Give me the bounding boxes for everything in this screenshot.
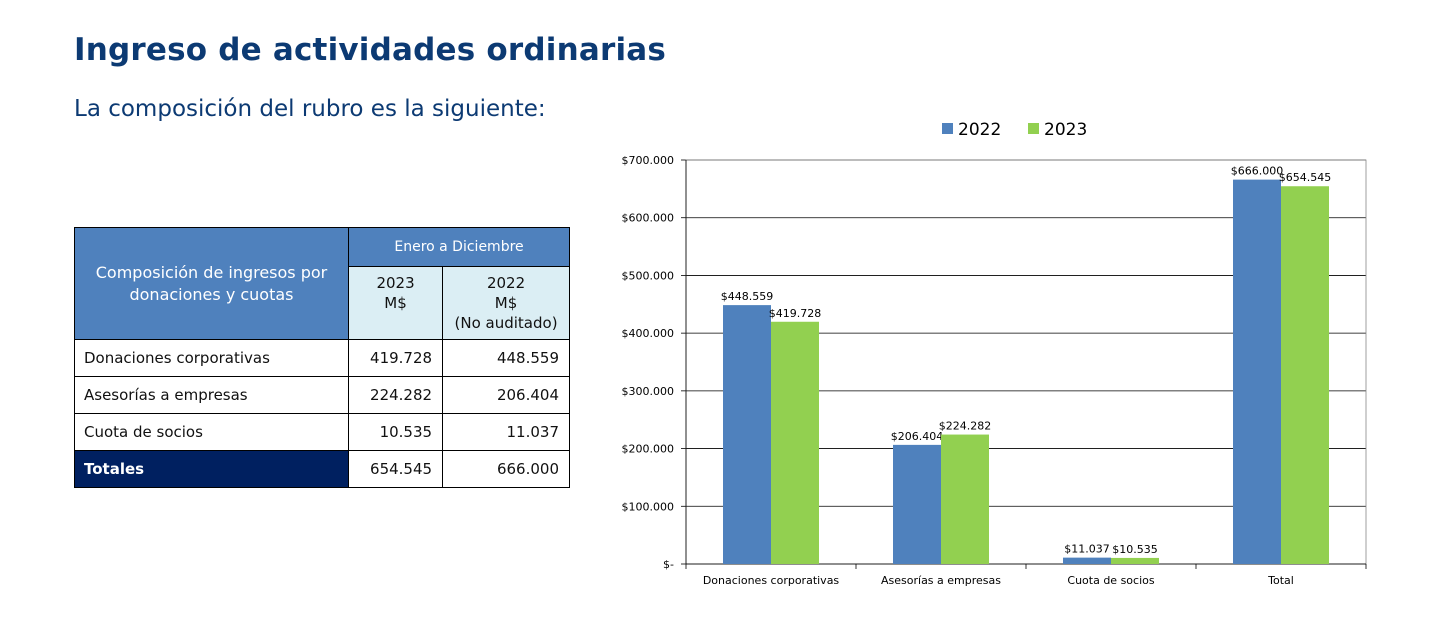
row-value-2023: 224.282: [347, 376, 444, 414]
chart-svg: $- $100.000 $200.000 $300.000 $400.000 $500.0…: [622, 120, 1367, 587]
bar-2023-3: [1281, 186, 1329, 564]
bar-2023-1: [941, 434, 989, 564]
table-row: Donaciones corporativas 419.728 448.559: [74, 339, 570, 377]
row-label: Donaciones corporativas: [74, 339, 349, 377]
y-tick-label: $600.000: [622, 212, 675, 225]
data-label: $224.282: [939, 420, 992, 433]
income-table: Composición de ingresos por donaciones y…: [74, 227, 570, 488]
header-2023-year: 2023: [376, 274, 415, 292]
page-subtitle: La composición del rubro es la siguiente…: [74, 96, 546, 122]
table-header-composition: Composición de ingresos por donaciones y…: [74, 227, 349, 340]
bar-2022-3: [1233, 179, 1281, 564]
legend-swatch-2022: [942, 123, 953, 134]
row-label: Asesorías a empresas: [74, 376, 349, 414]
bar-2022-1: [893, 444, 941, 564]
bar-2022-2: [1063, 557, 1111, 564]
y-tick-label: $100.000: [622, 500, 675, 513]
bar-2022-0: [723, 305, 771, 564]
y-tick-label: $500.000: [622, 269, 675, 282]
row-value-2023: 419.728: [347, 339, 444, 377]
bar-2023-2: [1111, 557, 1159, 564]
row-value-2022: 448.559: [442, 339, 570, 377]
table-row: Asesorías a empresas 224.282 206.404: [74, 376, 570, 414]
table-row: Cuota de socios 10.535 11.037: [74, 413, 570, 451]
data-label: $11.037: [1064, 543, 1110, 556]
legend-label: 2023: [1044, 120, 1087, 140]
total-value-2023: 654.545: [347, 450, 444, 488]
x-tick-label: Cuota de socios: [1067, 574, 1154, 587]
row-value-2022: 206.404: [442, 376, 570, 414]
table-header-2023: 2023 M$: [347, 266, 444, 340]
row-label: Cuota de socios: [74, 413, 349, 451]
header-2022-note: (No auditado): [454, 314, 558, 332]
row-value-2022: 11.037: [442, 413, 570, 451]
header-2022-year: 2022: [486, 274, 526, 292]
data-label: $666.000: [1231, 165, 1284, 178]
legend-label: 2022: [958, 120, 1001, 140]
legend-swatch-2023: [1028, 123, 1039, 134]
data-label: $419.728: [769, 307, 822, 320]
bar-chart: $- $100.000 $200.000 $300.000 $400.000 $500.0…: [600, 110, 1400, 610]
header-2022-unit: M$: [494, 294, 518, 312]
y-tick-label: $300.000: [622, 385, 675, 398]
x-tick-label: Donaciones corporativas: [703, 574, 840, 587]
total-value-2022: 666.000: [442, 450, 570, 488]
header-2023-unit: M$: [384, 294, 407, 312]
data-label: $206.404: [891, 430, 944, 443]
data-label: $10.535: [1112, 543, 1158, 556]
page-title: Ingreso de actividades ordinarias: [74, 32, 667, 68]
table-total-row: Totales 654.545 666.000: [74, 450, 570, 488]
data-label: $448.559: [721, 290, 774, 303]
total-label: Totales: [74, 450, 349, 488]
x-tick-label: Total: [1267, 574, 1294, 587]
data-label: $654.545: [1279, 171, 1332, 184]
y-tick-label: $400.000: [622, 327, 675, 340]
y-tick-label: $700.000: [622, 154, 675, 167]
bar-2023-0: [771, 321, 819, 564]
row-value-2023: 10.535: [347, 413, 444, 451]
y-tick-label: $200.000: [622, 443, 675, 456]
y-tick-label: $-: [663, 558, 674, 571]
table-header-2022: 2022 M$ (No auditado): [442, 266, 570, 340]
table-header-period: Enero a Diciembre: [348, 227, 570, 267]
x-tick-label: Asesorías a empresas: [881, 574, 1001, 587]
